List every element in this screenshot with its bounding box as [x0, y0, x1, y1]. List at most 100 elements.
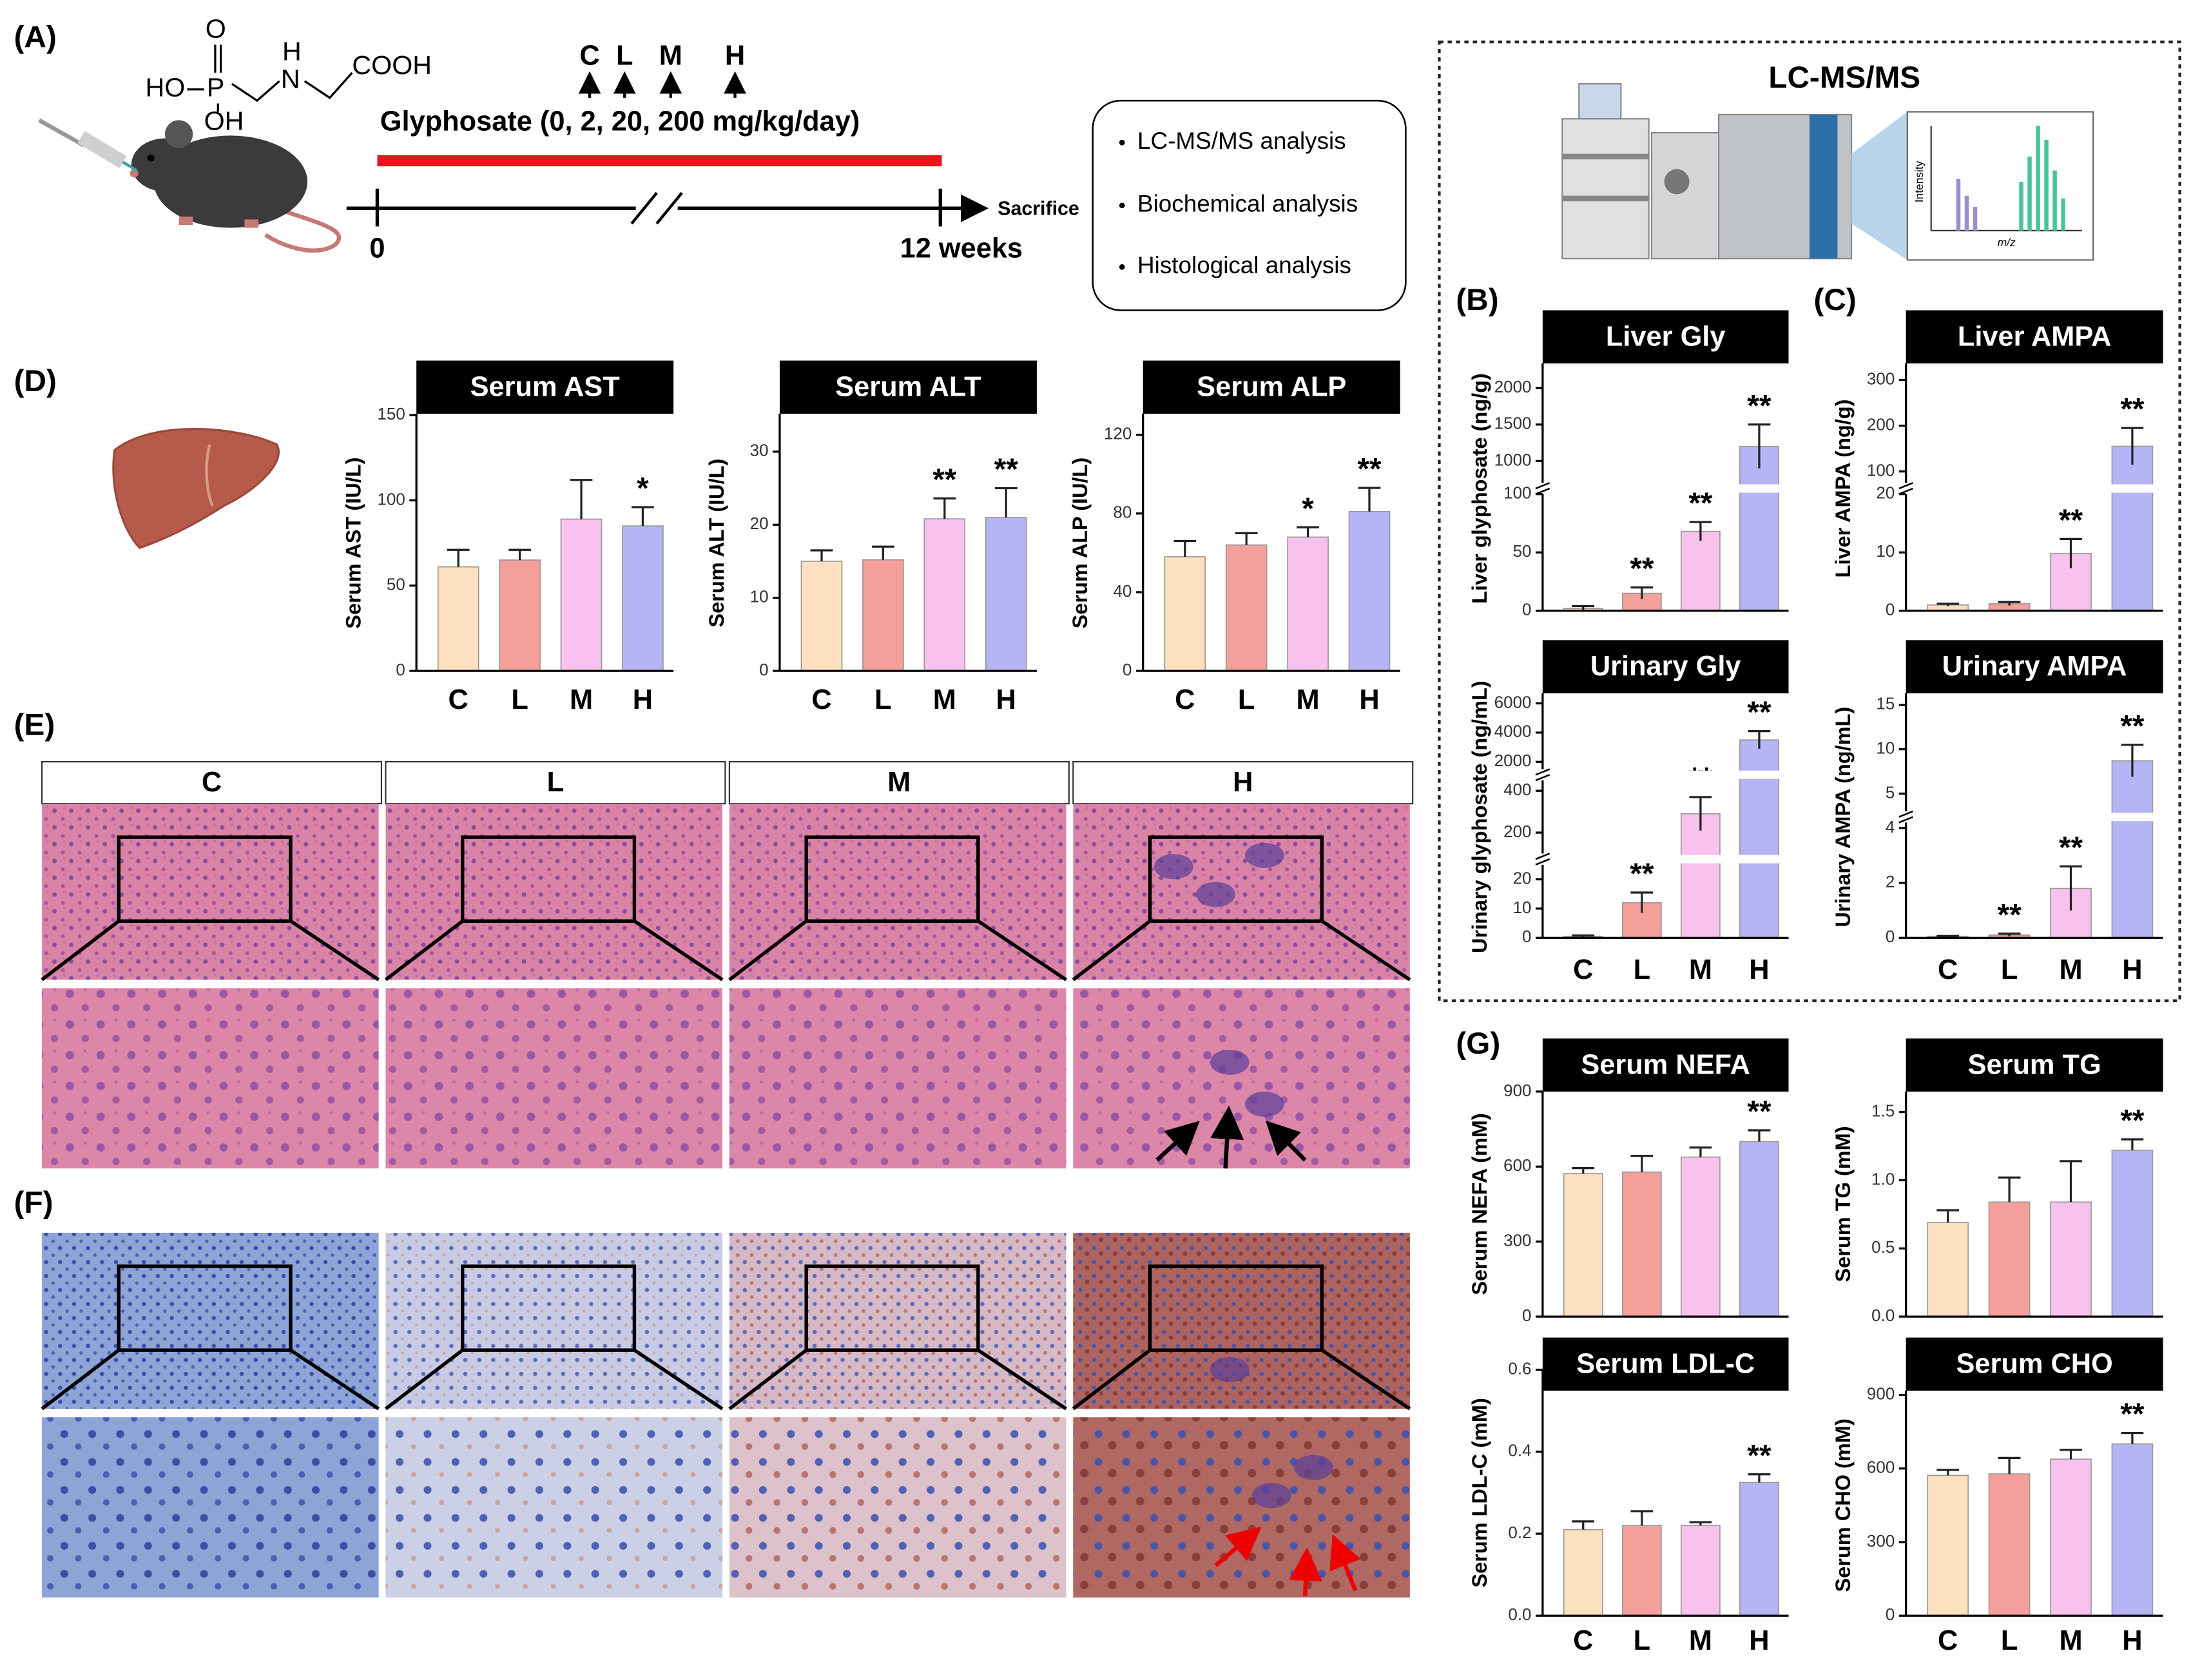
x-tick-label: M — [1297, 684, 1320, 715]
bar-chart: 0 2 4 5 10 15 C ** L ** M ** H Urinary AMPA (ng/mL) Ur… — [1831, 640, 2165, 985]
break — [630, 191, 658, 225]
chart-title: Urinary Gly — [1590, 651, 1741, 682]
bar — [1988, 1473, 2031, 1617]
y-tick-label: 1.0 — [1871, 1169, 1895, 1188]
y-tick-label: 20 — [750, 514, 769, 533]
atom: OH — [204, 106, 244, 136]
title-box — [1906, 1038, 2163, 1092]
y-tick-label: 900 — [1503, 1081, 1531, 1100]
lcms-title: LC-MS/MS — [1768, 61, 1920, 95]
treatment-bar — [377, 155, 942, 167]
title-box — [1542, 1337, 1789, 1391]
chart-title: Serum ALT — [835, 371, 981, 402]
significance: * — [1302, 492, 1314, 526]
bar — [800, 561, 843, 671]
group-label: M — [887, 767, 911, 798]
micrograph — [385, 988, 723, 1169]
y-tick-label: 300 — [1867, 1531, 1895, 1550]
liver-icon — [112, 428, 280, 550]
y-axis-label: Urinary AMPA (ng/mL) — [1831, 707, 1855, 927]
infiltrate — [1251, 1483, 1291, 1509]
y-tick-label: 400 — [1503, 780, 1531, 799]
bond — [304, 72, 353, 99]
panel-label: (C) — [1814, 283, 1857, 317]
y-tick-label: 15 — [1876, 694, 1895, 713]
x-tick-label: L — [874, 684, 891, 715]
y-tick-label: 0 — [1886, 1605, 1895, 1624]
infiltrate — [1210, 1049, 1250, 1075]
y-tick-label: 0 — [396, 660, 405, 679]
significance: ** — [1747, 695, 1771, 729]
micrograph — [42, 1232, 379, 1409]
title-box — [779, 360, 1037, 414]
significance: ** — [2120, 709, 2145, 743]
bar — [862, 559, 904, 671]
panel-label: (G) — [1456, 1027, 1500, 1061]
significance: ** — [1630, 552, 1654, 586]
x-tick-label: H — [633, 684, 653, 715]
arrow — [1329, 1534, 1361, 1592]
zoom-line — [384, 920, 464, 981]
micrograph — [729, 1417, 1067, 1598]
bar — [2050, 1201, 2092, 1317]
zoom-box — [804, 1264, 980, 1352]
micrograph — [42, 804, 379, 980]
y-tick-label: 40 — [1113, 581, 1132, 601]
micrograph — [385, 1232, 723, 1409]
y-tick-label: 1.5 — [1871, 1101, 1895, 1121]
bar — [1680, 530, 1721, 612]
mouse — [130, 120, 342, 253]
title-box — [1906, 640, 2163, 693]
y-tick-label: 0.4 — [1508, 1441, 1531, 1460]
y-tick-label: 100 — [1867, 460, 1895, 479]
y-tick-label: 300 — [1867, 369, 1895, 388]
x-tick-label: L — [1238, 684, 1255, 715]
x-tick-label: M — [1689, 1625, 1712, 1656]
bar — [1988, 1201, 2031, 1317]
title-box — [1542, 310, 1789, 363]
y-tick-label: 600 — [1503, 1155, 1531, 1175]
y-tick-label: 200 — [1503, 822, 1531, 841]
axis-break — [1535, 768, 1550, 776]
micrograph — [1073, 1232, 1410, 1409]
break — [635, 195, 678, 221]
zoom-line — [1320, 920, 1411, 981]
x-tick-label: M — [2059, 1625, 2082, 1656]
y-tick-label: 2000 — [1494, 751, 1532, 770]
axis-break — [1535, 482, 1550, 490]
significance: * — [637, 472, 649, 506]
group-label: L — [547, 767, 564, 798]
bar — [1739, 1141, 1779, 1317]
micrograph — [1073, 1417, 1410, 1598]
bar — [1680, 1156, 1721, 1317]
title-box — [1542, 1038, 1789, 1092]
bar — [2111, 760, 2154, 939]
y-tick-label: 4 — [1886, 817, 1895, 836]
atom: COOH — [352, 50, 432, 80]
timeline: C L M H Glyphosate (0, 2, 20, 200 mg/kg/… — [346, 40, 1079, 264]
y-tick-label: 50 — [1513, 541, 1532, 561]
micrograph — [42, 988, 379, 1169]
instrument: Intensity m/z — [1561, 83, 2094, 261]
bar — [985, 517, 1027, 671]
atom: P — [207, 73, 224, 102]
y-axis-label: Liver glyphosate (ng/g) — [1468, 373, 1491, 604]
y-axis-label: Serum ALP (IU/L) — [1068, 458, 1092, 629]
significance: ** — [1357, 452, 1382, 487]
lcms-frame — [1438, 40, 2181, 1003]
y-tick-label: 10 — [750, 587, 769, 606]
axis-break — [1535, 853, 1550, 860]
infiltrate — [1245, 842, 1284, 868]
axis-break — [1535, 858, 1550, 866]
panel-label: (E) — [14, 708, 55, 742]
zoom-line — [289, 920, 380, 981]
bar — [2111, 445, 2154, 612]
bar-chart: 0 300 600 900 ** Serum NEFA (mM) Serum NEFA — [1468, 1038, 1789, 1325]
y-tick-label: 0 — [1522, 1306, 1531, 1325]
bar — [2050, 1458, 2092, 1617]
liver-icon — [205, 444, 214, 507]
bar — [2111, 1150, 2154, 1317]
zoom-line — [384, 1348, 464, 1411]
axis-break — [1544, 770, 1790, 779]
x-tick-label: M — [1689, 954, 1712, 985]
